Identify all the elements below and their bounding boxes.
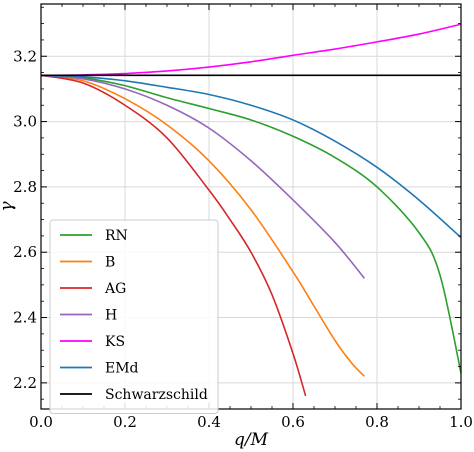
legend-label-b: B bbox=[105, 255, 115, 271]
legend-label-ag: AG bbox=[104, 281, 126, 297]
series-line-rn bbox=[40, 74, 462, 374]
y-tick-label: 2.6 bbox=[13, 243, 37, 261]
legend: RN B AG H KS EMd Schwarzschild bbox=[49, 219, 219, 414]
y-axis-label: γ bbox=[0, 201, 17, 212]
x-tick-label: 1.0 bbox=[449, 413, 473, 431]
series-line-ks bbox=[40, 23, 462, 77]
legend-label-schwarzschild: Schwarzschild bbox=[105, 387, 208, 403]
x-tick-label: 0.0 bbox=[29, 413, 53, 431]
legend-label-ks: KS bbox=[105, 334, 125, 350]
y-tick-label: 3.0 bbox=[13, 113, 37, 131]
series-lines bbox=[40, 23, 462, 397]
x-tick-label: 0.6 bbox=[281, 413, 305, 431]
x-axis-label: q/M bbox=[234, 430, 269, 450]
y-tick-label: 2.2 bbox=[13, 374, 37, 392]
y-tick-label: 2.8 bbox=[13, 178, 37, 196]
x-tick-label: 0.8 bbox=[365, 413, 389, 431]
y-tick-label: 2.4 bbox=[13, 309, 37, 327]
x-tick-label: 0.2 bbox=[113, 413, 137, 431]
y-tick-label: 3.2 bbox=[13, 47, 37, 65]
legend-box bbox=[49, 219, 219, 414]
series-line-ag bbox=[40, 74, 307, 397]
series-line-h bbox=[40, 74, 366, 279]
x-tick-label: 0.4 bbox=[197, 413, 221, 431]
legend-label-h: H bbox=[105, 308, 117, 324]
series-line-emd bbox=[40, 74, 462, 239]
series-line-b bbox=[40, 74, 365, 377]
legend-label-rn: RN bbox=[105, 228, 128, 244]
legend-label-emd: EMd bbox=[105, 361, 139, 377]
axis-ticks: 0.0 0.2 0.4 0.6 0.8 1.0 2.2 2.4 2.6 2.8 3.0 3.2 bbox=[13, 4, 473, 431]
plot-frame bbox=[40, 3, 462, 410]
